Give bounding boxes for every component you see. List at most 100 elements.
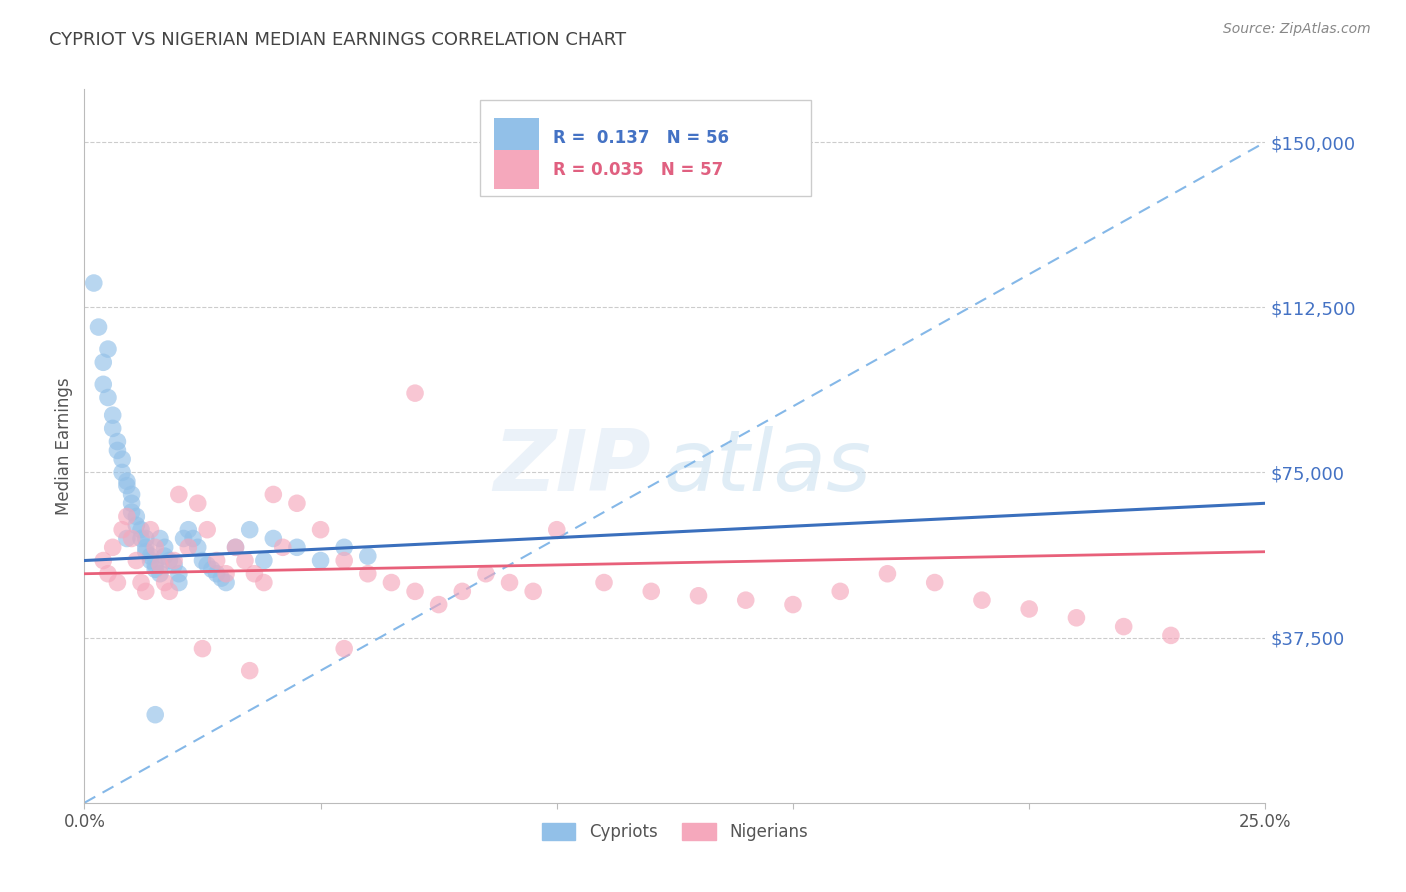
- Point: [121, 487, 143, 501]
- Point: [451, 584, 474, 599]
- Point: [101, 541, 124, 555]
- Point: [970, 593, 993, 607]
- Point: [271, 541, 294, 555]
- Point: [309, 553, 332, 567]
- Point: [333, 541, 356, 555]
- Text: CYPRIOT VS NIGERIAN MEDIAN EARNINGS CORRELATION CHART: CYPRIOT VS NIGERIAN MEDIAN EARNINGS CORR…: [49, 31, 626, 49]
- Point: [404, 386, 426, 401]
- Point: [253, 553, 276, 567]
- Point: [357, 549, 380, 563]
- Point: [129, 523, 152, 537]
- Point: [101, 421, 124, 435]
- Point: [87, 320, 110, 334]
- Point: [135, 532, 157, 546]
- Point: [97, 566, 120, 581]
- Point: [121, 532, 143, 546]
- Point: [149, 558, 172, 572]
- Point: [191, 641, 214, 656]
- Point: [115, 532, 138, 546]
- Point: [121, 505, 143, 519]
- Point: [734, 593, 756, 607]
- FancyBboxPatch shape: [494, 150, 538, 189]
- Point: [153, 575, 176, 590]
- Point: [91, 377, 114, 392]
- Point: [125, 509, 148, 524]
- Point: [111, 452, 134, 467]
- Point: [285, 541, 308, 555]
- Point: [688, 589, 710, 603]
- Point: [135, 541, 157, 555]
- Point: [215, 575, 238, 590]
- Point: [1018, 602, 1040, 616]
- Point: [876, 566, 898, 581]
- Point: [205, 553, 228, 567]
- Point: [139, 523, 162, 537]
- Point: [177, 523, 200, 537]
- Point: [139, 549, 162, 563]
- Text: Source: ZipAtlas.com: Source: ZipAtlas.com: [1223, 22, 1371, 37]
- Point: [181, 532, 204, 546]
- Point: [195, 558, 218, 572]
- Point: [522, 584, 544, 599]
- Point: [830, 584, 852, 599]
- Point: [1112, 619, 1135, 633]
- Point: [121, 496, 143, 510]
- Point: [593, 575, 616, 590]
- Point: [97, 391, 120, 405]
- Point: [427, 598, 450, 612]
- Point: [333, 553, 356, 567]
- Point: [225, 541, 247, 555]
- Point: [163, 553, 186, 567]
- Text: atlas: atlas: [664, 425, 872, 509]
- Point: [187, 496, 209, 510]
- Point: [115, 475, 138, 489]
- Point: [285, 496, 308, 510]
- Point: [157, 553, 180, 567]
- Point: [97, 342, 120, 356]
- Point: [101, 408, 124, 422]
- FancyBboxPatch shape: [479, 100, 811, 196]
- Point: [163, 558, 186, 572]
- Point: [157, 584, 180, 599]
- Point: [380, 575, 402, 590]
- Point: [262, 532, 284, 546]
- Point: [125, 518, 148, 533]
- Point: [239, 664, 262, 678]
- Point: [357, 566, 380, 581]
- Point: [333, 641, 356, 656]
- Point: [107, 434, 129, 449]
- Point: [107, 575, 129, 590]
- Point: [1066, 611, 1088, 625]
- Point: [143, 562, 166, 576]
- Point: [177, 541, 200, 555]
- Point: [115, 509, 138, 524]
- Point: [111, 466, 134, 480]
- Point: [125, 553, 148, 567]
- Point: [233, 553, 256, 567]
- Point: [924, 575, 946, 590]
- Point: [91, 355, 114, 369]
- Point: [225, 541, 247, 555]
- Point: [153, 541, 176, 555]
- Point: [205, 566, 228, 581]
- Point: [243, 566, 266, 581]
- Point: [253, 575, 276, 590]
- Point: [115, 478, 138, 492]
- Point: [195, 523, 218, 537]
- Point: [640, 584, 662, 599]
- FancyBboxPatch shape: [494, 118, 538, 157]
- Point: [239, 523, 262, 537]
- Point: [149, 566, 172, 581]
- Point: [309, 523, 332, 537]
- Point: [215, 566, 238, 581]
- Text: R =  0.137   N = 56: R = 0.137 N = 56: [553, 128, 730, 146]
- Point: [167, 575, 190, 590]
- Point: [404, 584, 426, 599]
- Point: [498, 575, 520, 590]
- Point: [83, 276, 105, 290]
- Point: [143, 541, 166, 555]
- Point: [139, 553, 162, 567]
- Point: [173, 532, 195, 546]
- Point: [111, 523, 134, 537]
- Point: [143, 558, 166, 572]
